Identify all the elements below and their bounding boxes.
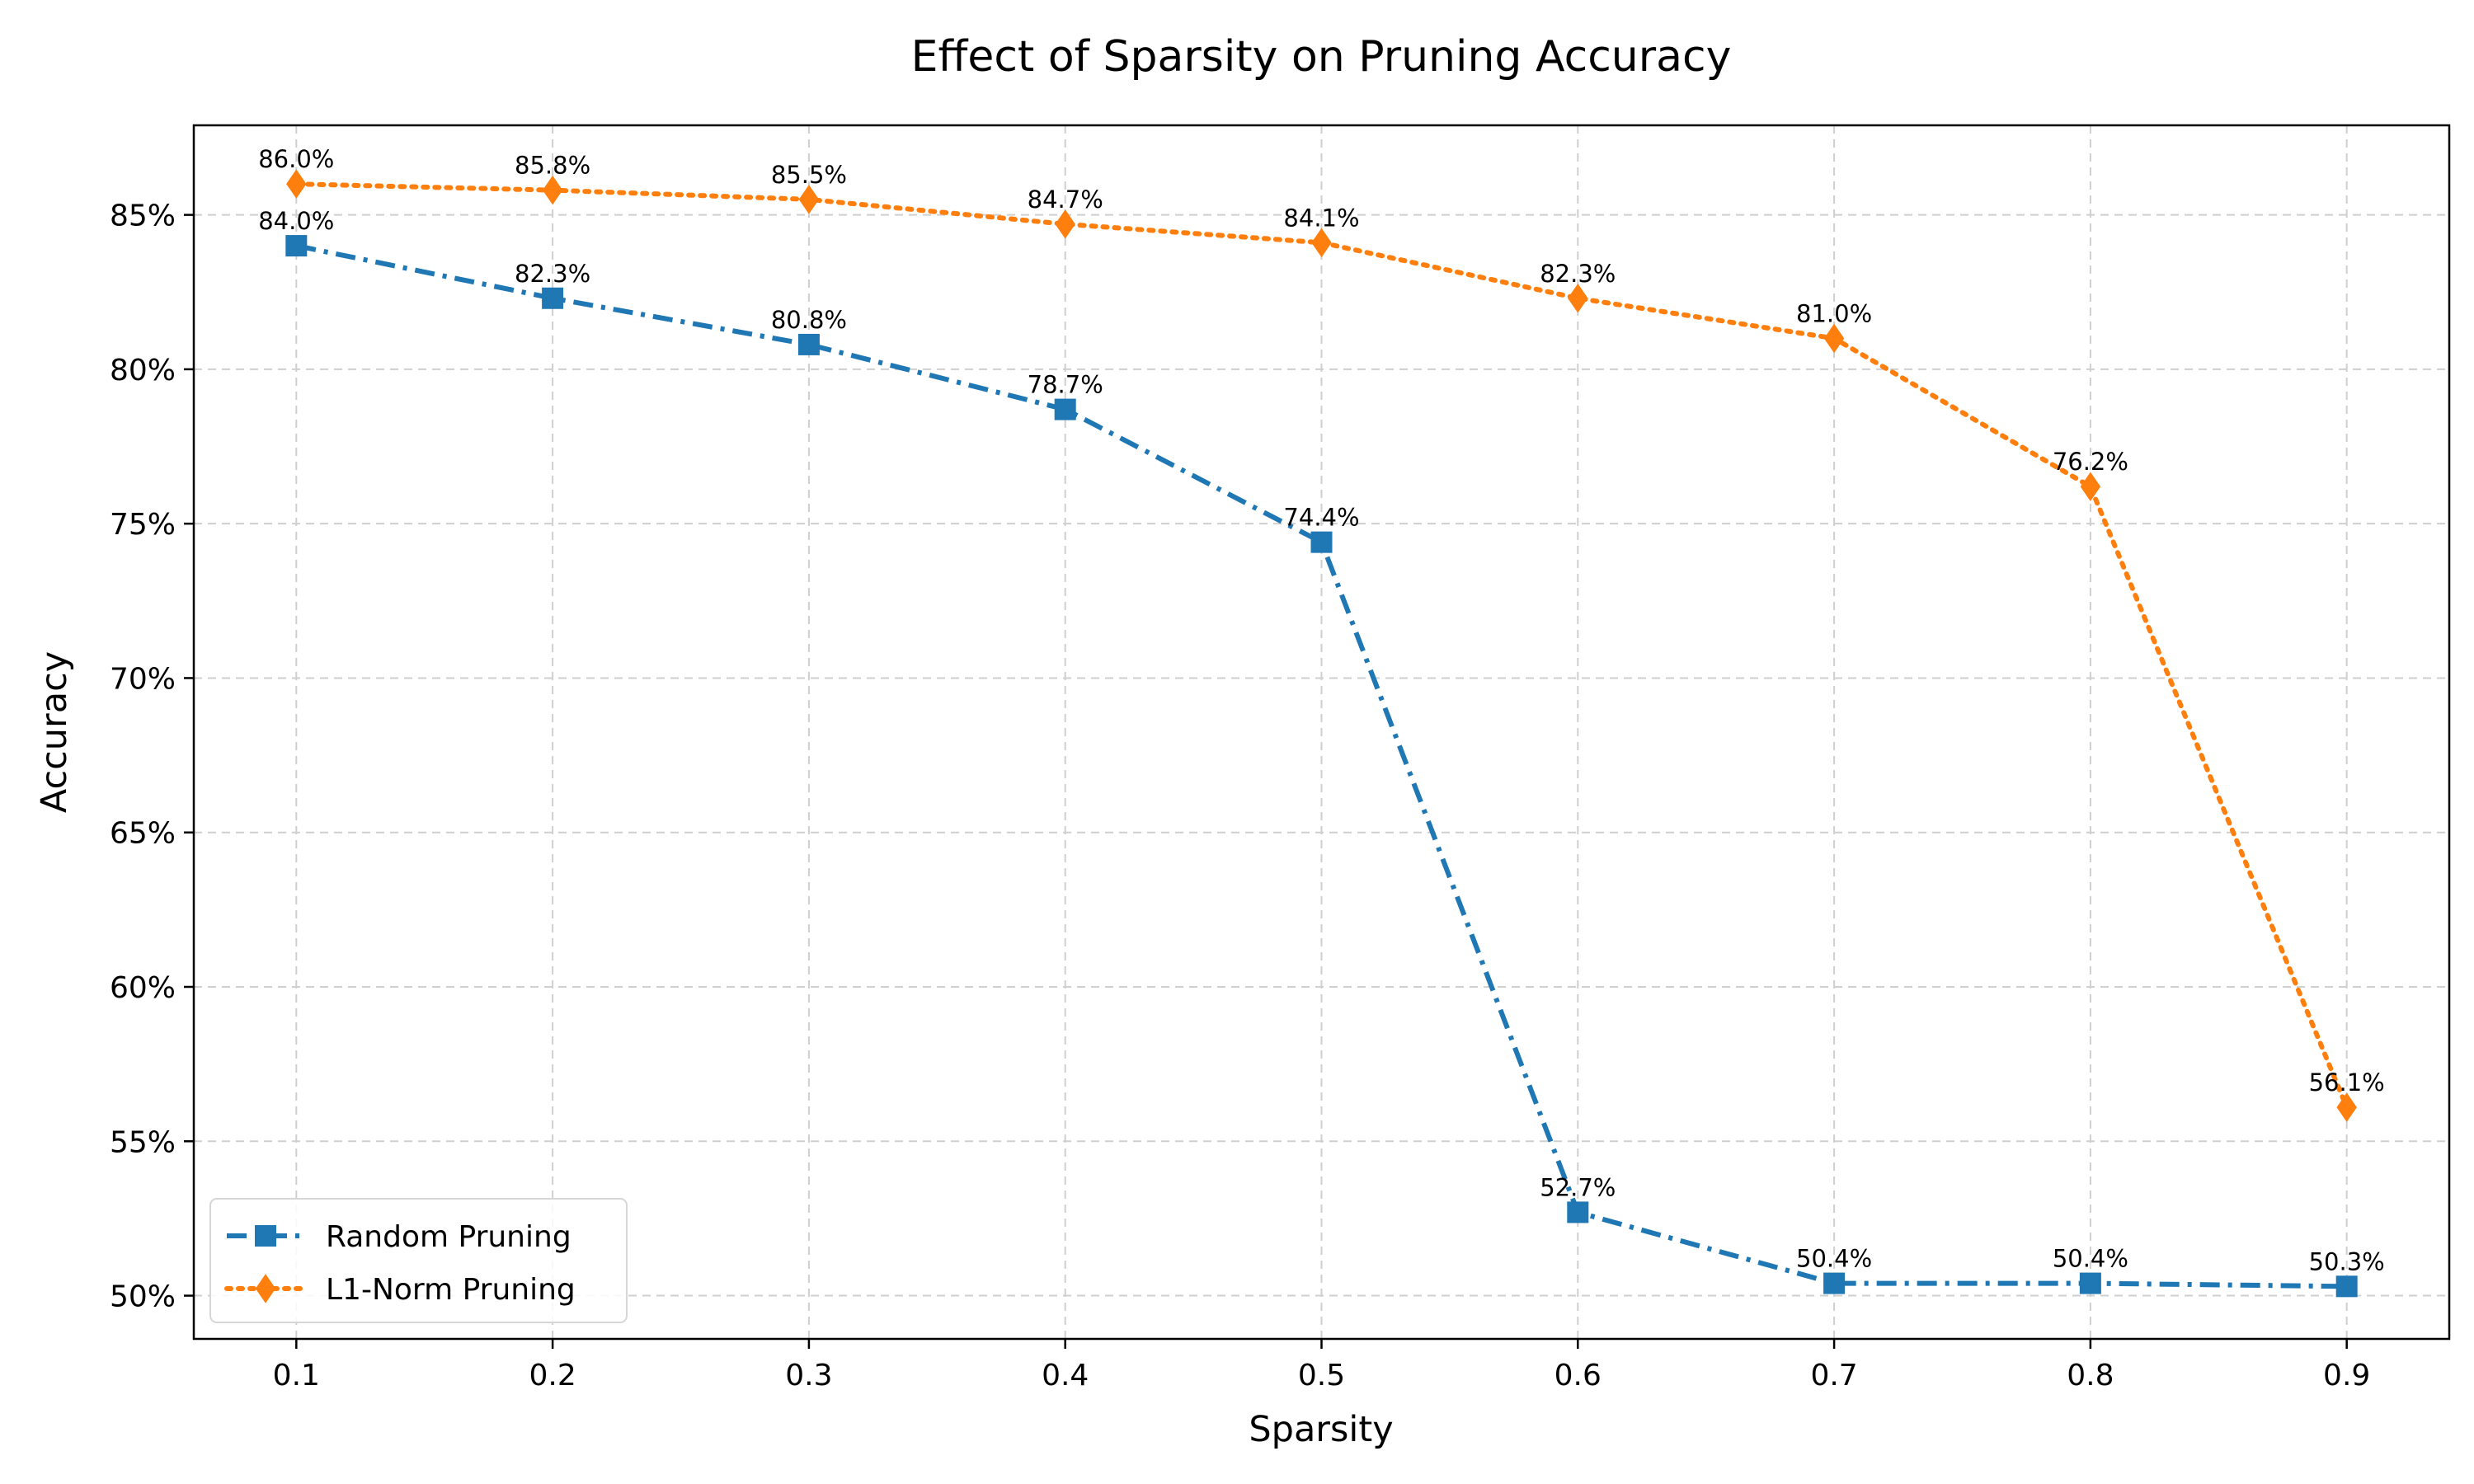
plot-area: 84.0% 82.3% 80.8% 78.7% 74.4% 52.7% 50.4% 50.4%… (258, 145, 2385, 1298)
data-point (542, 287, 564, 309)
data-point (798, 185, 820, 214)
data-point (285, 235, 308, 257)
x-tick-label: 0.2 (529, 1359, 576, 1392)
data-point (1567, 1201, 1589, 1223)
x-tick-label: 0.1 (273, 1359, 320, 1392)
data-label: 84.7% (1028, 186, 1103, 214)
y-tick-label: 60% (110, 971, 176, 1005)
data-point (1310, 531, 1333, 553)
x-tick-label: 0.3 (785, 1359, 832, 1392)
x-tick-label: 0.9 (2323, 1359, 2370, 1392)
legend-entry: Random Pruning (227, 1220, 571, 1254)
data-point (1568, 283, 1588, 313)
data-point (2335, 1275, 2358, 1298)
data-label: 81.0% (1796, 299, 1872, 327)
chart-title: Effect of Sparsity on Pruning Accuracy (911, 32, 1732, 82)
data-label: 85.8% (515, 152, 590, 180)
x-tick-label: 0.6 (1554, 1359, 1602, 1392)
y-tick-label: 85% (110, 200, 176, 233)
axis-ticks: 0.1 0.2 0.3 0.4 0.5 0.6 0.7 0.8 0.9 50% 55% 60% 65% 7… (110, 200, 2370, 1392)
series-random-pruning: 84.0% 82.3% 80.8% 78.7% 74.4% 52.7% 50.4% 50.4%… (258, 207, 2385, 1298)
y-tick-label: 75% (110, 508, 176, 542)
data-point (542, 175, 563, 205)
data-label: 50.3% (2309, 1247, 2385, 1275)
data-label: 80.8% (771, 306, 847, 334)
y-tick-label: 70% (110, 662, 176, 696)
x-tick-label: 0.8 (2067, 1359, 2114, 1392)
data-point (1055, 209, 1075, 239)
data-label: 50.4% (1796, 1245, 1872, 1273)
data-point (1054, 398, 1076, 420)
legend-marker (255, 1225, 276, 1247)
data-label: 86.0% (258, 145, 334, 173)
data-label: 84.0% (258, 207, 334, 235)
data-point (797, 333, 820, 355)
data-point (2079, 1272, 2101, 1294)
legend-entry: L1-Norm Pruning (224, 1273, 576, 1307)
data-label: 50.4% (2053, 1245, 2128, 1273)
x-tick-label: 0.5 (1298, 1359, 1345, 1392)
x-axis-label: Sparsity (1249, 1409, 1393, 1450)
data-point (2336, 1092, 2357, 1122)
data-point (2080, 472, 2101, 501)
legend-label: L1-Norm Pruning (326, 1273, 576, 1307)
grid (194, 125, 2449, 1339)
y-tick-label: 50% (110, 1280, 176, 1314)
y-axis-label: Accuracy (34, 651, 75, 813)
legend-box (209, 1198, 628, 1323)
data-point (286, 169, 307, 199)
data-label: 85.5% (771, 161, 847, 189)
data-label: 56.1% (2309, 1068, 2385, 1097)
legend-marker (255, 1274, 276, 1303)
data-point (1823, 323, 1845, 354)
y-tick-label: 65% (110, 817, 176, 851)
x-tick-label: 0.7 (1810, 1359, 1857, 1392)
y-tick-label: 80% (110, 354, 176, 387)
data-label: 52.7% (1540, 1173, 1616, 1201)
series-l1-norm-pruning: 86.0% 85.8% 85.5% 84.7% 84.1% 82.3% 81.0% 76.2%… (258, 145, 2385, 1122)
legend-label: Random Pruning (326, 1220, 571, 1254)
data-point (1311, 228, 1332, 258)
data-label: 82.3% (1540, 260, 1616, 288)
data-label: 78.7% (1028, 371, 1103, 399)
data-point (1823, 1272, 1846, 1294)
y-tick-label: 55% (110, 1125, 176, 1159)
data-label: 74.4% (1283, 504, 1359, 532)
x-tick-label: 0.4 (1042, 1359, 1089, 1392)
series-line (295, 243, 2347, 1289)
legend: Random Pruning L1-Norm Pruning (209, 1198, 628, 1323)
data-label: 84.1% (1283, 204, 1359, 232)
data-label: 82.3% (515, 260, 590, 288)
data-label: 76.2% (2053, 448, 2128, 476)
